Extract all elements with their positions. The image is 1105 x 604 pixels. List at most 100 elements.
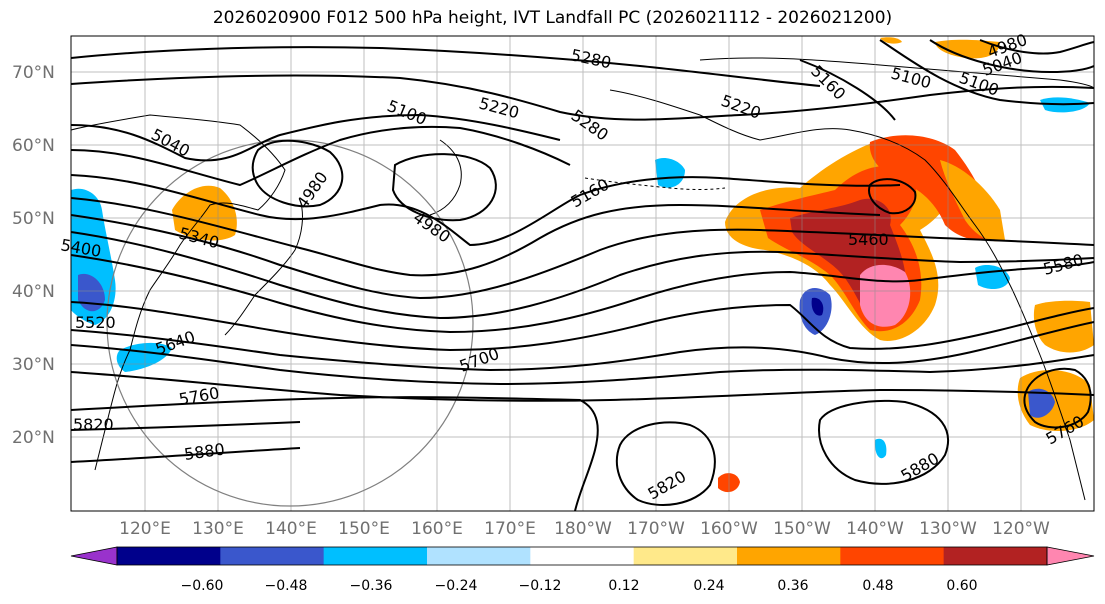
contour-5100-north bbox=[879, 39, 1094, 106]
coastlines bbox=[71, 57, 1094, 501]
coastline-arctic bbox=[699, 57, 1094, 89]
colorbar-swatch bbox=[117, 547, 221, 565]
colorbar-extend-max bbox=[1046, 546, 1095, 566]
contour-closed-low-2 bbox=[391, 153, 497, 222]
colorbar-ticks: −0.60 −0.48 −0.36 −0.24 −0.12 0.12 0.24 … bbox=[181, 578, 978, 594]
lon-label: 150°E bbox=[338, 519, 390, 539]
contour-5040-north bbox=[929, 39, 1094, 74]
contour-5040 bbox=[71, 113, 561, 162]
lon-label: 150°W bbox=[773, 519, 831, 539]
contour-label: 5160 bbox=[807, 61, 849, 103]
colorbar-tick-label: 0.12 bbox=[608, 578, 639, 594]
colorbar-tick-label: −0.36 bbox=[350, 578, 393, 594]
ivt-negative-region-kamchatka bbox=[655, 158, 685, 188]
colorbar-tick-label: −0.60 bbox=[181, 578, 224, 594]
map-frame bbox=[70, 35, 1095, 512]
contour-label: 5100 bbox=[889, 64, 933, 93]
contour-label: 5880 bbox=[183, 439, 226, 463]
colorbar-swatch bbox=[427, 547, 531, 565]
ivt-positive-region-arctic bbox=[935, 39, 1000, 59]
contour-label: 4980 bbox=[293, 168, 332, 212]
latitude-labels: 70°N 60°N 50°N 40°N 30°N 20°N bbox=[12, 63, 55, 448]
lon-label: 180°W bbox=[554, 519, 612, 539]
contour-5460 bbox=[71, 254, 1094, 334]
colorbar-tick-label: 0.60 bbox=[946, 578, 977, 594]
lat-label: 30°N bbox=[12, 355, 55, 375]
contour-4980-north bbox=[979, 39, 1094, 55]
lon-label: 170°E bbox=[484, 519, 536, 539]
contour-label: 5760 bbox=[177, 383, 220, 409]
colorbar-tick-label: −0.48 bbox=[265, 578, 308, 594]
ivt-positive-region-pnw bbox=[1033, 300, 1094, 353]
colorbar-swatch bbox=[633, 547, 738, 565]
contour-5280 bbox=[71, 197, 881, 277]
map-title: 2026020900 F012 500 hPa height, IVT Land… bbox=[212, 8, 893, 28]
lon-label: 160°W bbox=[700, 519, 758, 539]
lon-label: 120°E bbox=[119, 519, 171, 539]
colorbar-swatch bbox=[530, 547, 635, 565]
contour-5880 bbox=[71, 447, 301, 463]
colorbar-tick-label: 0.24 bbox=[693, 578, 724, 594]
lat-label: 20°N bbox=[12, 428, 55, 448]
contour-5160-north bbox=[799, 59, 896, 121]
colorbar-tick-label: 0.48 bbox=[862, 578, 893, 594]
contour-closed-5760-east bbox=[1023, 367, 1092, 429]
lon-label: 140°E bbox=[265, 519, 317, 539]
contour-label: 5580 bbox=[1041, 250, 1085, 279]
contour-5700 bbox=[71, 371, 1094, 402]
contour-5100 bbox=[71, 125, 571, 187]
lat-label: 60°N bbox=[12, 136, 55, 156]
contour-closed-5820 bbox=[615, 421, 716, 506]
colorbar-tick-label: −0.12 bbox=[519, 578, 562, 594]
contour-label: 5880 bbox=[898, 449, 943, 486]
contour-5160 bbox=[71, 174, 901, 247]
contour-label: 4980 bbox=[410, 208, 454, 247]
contour-label: 5820 bbox=[645, 467, 690, 504]
contour-5760 bbox=[71, 396, 599, 511]
contour-5820-west bbox=[71, 421, 301, 431]
contour-5220-north bbox=[71, 74, 1094, 121]
lat-label: 70°N bbox=[12, 63, 55, 83]
contour-label: 5220 bbox=[719, 91, 764, 123]
ivt-negative-region-baja bbox=[1028, 388, 1055, 418]
colorbar-swatch bbox=[840, 547, 945, 565]
colorbar-extend-min bbox=[70, 546, 118, 566]
contour-5520 bbox=[71, 301, 1094, 352]
contour-5640 bbox=[71, 344, 1094, 386]
contour-closed-5880 bbox=[818, 399, 950, 485]
coastline-japan bbox=[224, 199, 303, 336]
lat-label: 50°N bbox=[12, 209, 55, 229]
colorbar-swatch bbox=[323, 547, 428, 565]
coastline-alaska bbox=[609, 89, 1086, 501]
colorbar-swatches bbox=[70, 546, 1095, 566]
lat-label: 40°N bbox=[12, 282, 55, 302]
lon-label: 120°W bbox=[992, 519, 1050, 539]
contour-label: 5280 bbox=[568, 106, 612, 145]
contour-label: 5700 bbox=[457, 344, 502, 376]
contour-label: 5520 bbox=[75, 313, 116, 332]
colorbar-frame bbox=[116, 546, 1048, 566]
landfall-radius-circle bbox=[106, 139, 474, 507]
contour-5280-north bbox=[71, 46, 821, 87]
colorbar-swatch bbox=[737, 547, 841, 565]
contour-label: 5040 bbox=[148, 125, 193, 161]
lon-label: 140°W bbox=[846, 519, 904, 539]
coastline-aleutians bbox=[584, 177, 726, 190]
contour-label: 5100 bbox=[385, 96, 430, 129]
colorbar: −0.60 −0.48 −0.36 −0.24 −0.12 0.12 0.24 … bbox=[70, 546, 1095, 594]
ivt-negative-region-1-core bbox=[811, 297, 824, 316]
colorbar-tick-label: 0.36 bbox=[777, 578, 808, 594]
longitude-labels: 120°E 130°E 140°E 150°E 160°E 170°E 180°… bbox=[119, 519, 1050, 539]
lon-label: 160°E bbox=[411, 519, 463, 539]
contour-label: 5820 bbox=[73, 415, 114, 434]
contour-label: 5220 bbox=[477, 94, 521, 123]
lon-label: 170°W bbox=[627, 519, 685, 539]
contour-label: 5640 bbox=[153, 327, 198, 359]
contour-label: 5160 bbox=[568, 175, 613, 212]
height-contours bbox=[71, 39, 1094, 511]
contour-closed-low-1 bbox=[251, 139, 344, 208]
contour-label: 5460 bbox=[848, 230, 889, 249]
colorbar-tick-label: −0.24 bbox=[435, 578, 478, 594]
ivt-negative-region-pnw bbox=[975, 265, 1010, 290]
